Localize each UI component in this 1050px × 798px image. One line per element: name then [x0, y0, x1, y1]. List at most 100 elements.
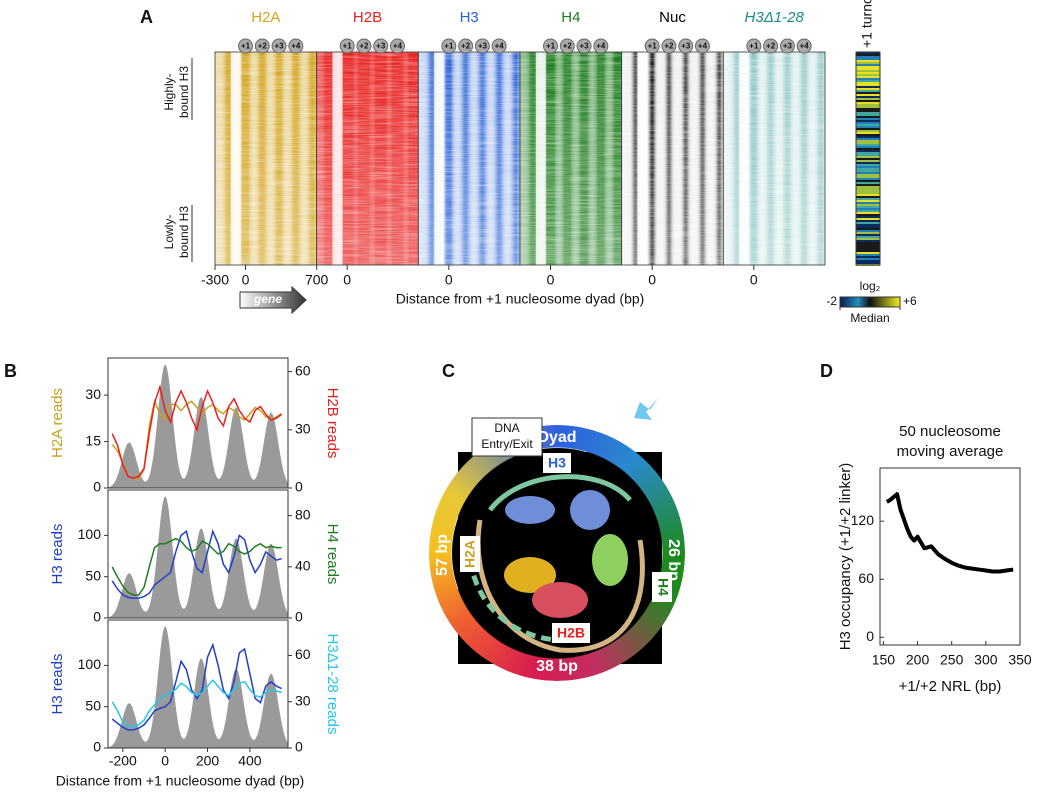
x-tick-label: 0: [242, 272, 250, 288]
turnover-stripe: [856, 186, 880, 188]
y-tick-label: 60: [858, 570, 874, 586]
turnover-stripe: [856, 164, 880, 166]
ring-label: 26 bp: [665, 539, 682, 581]
heatmap-fade: [215, 52, 317, 265]
nucleosome-badge: [779, 38, 795, 54]
chart-title: moving average: [897, 443, 1004, 460]
y2-tick-label: 40: [295, 558, 311, 574]
y-axis-label: H2A reads: [49, 388, 66, 458]
nucleosome-label: +3: [274, 42, 284, 51]
nucleosome-label: +2: [766, 42, 776, 51]
y-axis-label: H2B reads: [324, 388, 341, 459]
turnover-stripe: [856, 184, 880, 186]
plot-frame: [107, 619, 289, 749]
nucleosome-badge: [389, 38, 405, 54]
turnover-stripe: [856, 114, 880, 116]
track-title: H2A: [251, 9, 280, 26]
y2-tick-label: 60: [295, 646, 311, 662]
nucleosome-label: +4: [393, 42, 403, 51]
y2-tick-label: 0: [295, 609, 303, 625]
x-tick-label: 0: [343, 272, 351, 288]
turnover-stripe: [856, 240, 880, 242]
turnover-stripe: [856, 64, 880, 66]
track-title: H2B: [353, 9, 382, 26]
turnover-stripe: [856, 52, 880, 54]
y-tick-label: 50: [85, 567, 101, 583]
label-box: [543, 453, 571, 473]
turnover-stripe: [856, 162, 880, 164]
turnover-stripe: [856, 136, 880, 138]
nucleosome-badge: [644, 38, 660, 54]
x-tick-label: 350: [1008, 652, 1032, 668]
series-line: [111, 384, 283, 480]
turnover-stripe: [856, 196, 880, 198]
nucleosome-label: +4: [596, 42, 606, 51]
y2-tick-label: 0: [295, 739, 303, 755]
turnover-stripe: [856, 202, 880, 204]
series-line: [111, 537, 282, 596]
turnover-stripe: [856, 98, 880, 100]
turnover-stripe: [856, 120, 880, 122]
group-label: bound H3: [177, 66, 191, 118]
label-box: [460, 536, 480, 572]
nucleosome-label: +1: [444, 42, 454, 51]
nucleosome-label: +2: [359, 42, 369, 51]
group-label: bound H3: [177, 206, 191, 258]
structure-core: [452, 448, 662, 658]
turnover-stripe: [856, 190, 880, 192]
turnover-stripe: [856, 72, 880, 74]
label-box: [552, 623, 590, 643]
nucleosome-badge: [576, 38, 592, 54]
turnover-stripe: [856, 258, 880, 260]
turnover-stripe: [856, 112, 880, 114]
turnover-stripe: [856, 214, 880, 216]
nucleosome-badge: [559, 38, 575, 54]
label-box: [652, 572, 672, 602]
y-tick-label: 0: [866, 628, 874, 644]
x-tick-label: -200: [109, 753, 137, 769]
turnover-stripe: [856, 256, 880, 258]
label-box: [471, 417, 543, 457]
turnover-stripe: [856, 54, 880, 56]
turnover-stripe: [856, 226, 880, 228]
turnover-stripe: [856, 236, 880, 238]
nucleosome-label: +4: [800, 42, 810, 51]
turnover-stripe: [856, 222, 880, 224]
turnover-stripe: [856, 176, 880, 178]
chart-title: 50 nucleosome: [899, 423, 1001, 440]
x-tick-label: 200: [906, 652, 930, 668]
x-tick-label: 200: [196, 753, 220, 769]
turnover-stripe: [856, 100, 880, 102]
gene-arrow: [239, 285, 307, 315]
heatmap-fade: [418, 52, 520, 265]
nucleosome-badge: [491, 38, 507, 54]
turnover-stripe: [856, 200, 880, 202]
nucleosome-badge: [458, 38, 474, 54]
nucleosome-label: +3: [783, 42, 793, 51]
y-tick-label: 30: [85, 386, 101, 402]
turnover-stripe: [856, 78, 880, 80]
y-tick-label: 120: [851, 512, 875, 528]
turnover-stripe: [856, 86, 880, 88]
turnover-stripe: [856, 216, 880, 218]
turnover-stripe: [856, 172, 880, 174]
histone-label: H4: [655, 578, 671, 596]
plot-frame: [107, 357, 289, 489]
turnover-stripe: [856, 94, 880, 96]
turnover-stripe: [856, 106, 880, 108]
series-line: [111, 678, 282, 728]
panel-letter: D: [820, 361, 833, 381]
diagram-label: DNA: [494, 421, 519, 435]
nucleosome-badge: [543, 38, 558, 54]
turnover-stripe: [856, 62, 880, 64]
turnover-stripe: [856, 224, 880, 226]
turnover-stripe: [856, 96, 880, 98]
ring-label: 38 bp: [536, 658, 578, 675]
heatmap-fade: [520, 52, 622, 265]
turnover-stripe: [856, 130, 880, 132]
turnover-stripe: [856, 218, 880, 220]
y2-tick-label: 30: [295, 692, 311, 708]
turnover-stripe: [856, 248, 880, 250]
arrow-marker: [634, 398, 658, 420]
